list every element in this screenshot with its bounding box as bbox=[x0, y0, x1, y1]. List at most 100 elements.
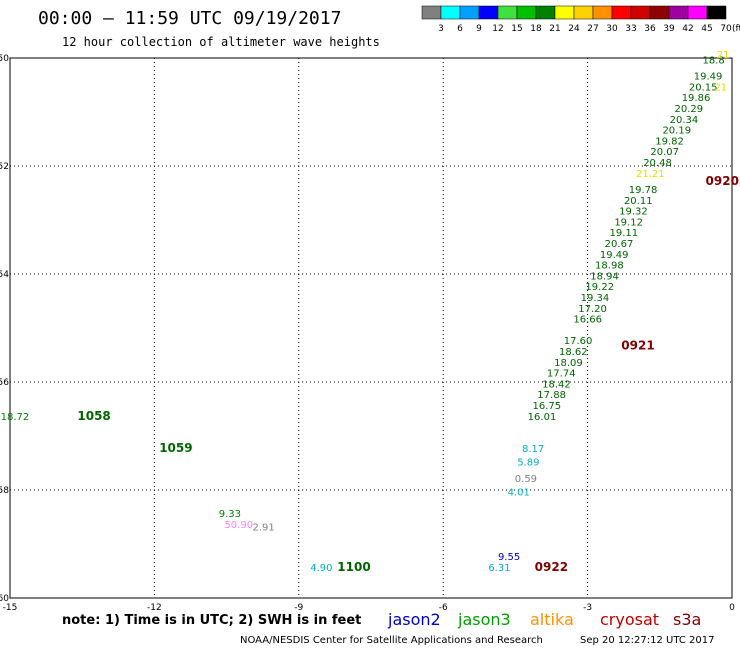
legend-value: 12 bbox=[492, 24, 503, 34]
data-point-label: 0.59 bbox=[515, 474, 537, 485]
data-point-label: 18.8 bbox=[703, 55, 725, 66]
credit-text: NOAA/NESDIS Center for Satellite Applica… bbox=[240, 635, 543, 646]
legend-swatch bbox=[421, 5, 442, 20]
chart-subtitle: 12 hour collection of altimeter wave hei… bbox=[62, 35, 380, 49]
data-point-label: 19.49 bbox=[600, 250, 629, 261]
data-point-label: 16.75 bbox=[532, 401, 561, 412]
legend-swatch bbox=[497, 5, 518, 20]
legend-value: 36 bbox=[644, 24, 656, 34]
legend-swatch bbox=[649, 5, 670, 20]
data-point-label: 20.11 bbox=[624, 196, 653, 207]
y-tick-label: -50 bbox=[0, 54, 9, 64]
legend-swatch bbox=[706, 5, 727, 20]
time-label: 1100 bbox=[337, 560, 370, 574]
data-point-label: 21 bbox=[714, 82, 727, 93]
satellite-name: s3a bbox=[673, 610, 701, 629]
x-tick-label: -6 bbox=[439, 603, 448, 613]
y-tick-label: -54 bbox=[0, 270, 9, 280]
data-point-label: 19.32 bbox=[619, 207, 648, 218]
satellite-legend: jason2 jason3 altika cryosat s3a bbox=[387, 610, 701, 629]
legend-value: 3 bbox=[438, 24, 444, 34]
data-point-label: 18.98 bbox=[595, 261, 624, 272]
x-tick-label: -12 bbox=[147, 603, 162, 613]
data-point-label: 19.11 bbox=[609, 228, 638, 239]
data-point-label: 20.34 bbox=[670, 115, 699, 126]
chart-title: 00:00 — 11:59 UTC 09/19/2017 bbox=[38, 8, 341, 29]
satellite-name: altika bbox=[530, 610, 574, 629]
legend-swatch bbox=[554, 5, 575, 20]
x-tick-label: -15 bbox=[3, 603, 18, 613]
legend-value: 18 bbox=[530, 24, 542, 34]
legend-value: 39 bbox=[663, 24, 675, 34]
data-point-label: 21.21 bbox=[636, 169, 665, 180]
satellite-name: jason2 bbox=[387, 610, 441, 629]
legend-value: 9 bbox=[476, 24, 482, 34]
legend-swatch bbox=[611, 5, 632, 20]
data-point-label: 19.49 bbox=[694, 72, 723, 83]
data-point-label: 18.62 bbox=[559, 347, 588, 358]
data-point-label: 20.15 bbox=[689, 82, 718, 93]
plot-frame bbox=[9, 57, 733, 599]
data-point-label: 20.29 bbox=[674, 104, 703, 115]
satellite-name: cryosat bbox=[600, 610, 659, 629]
x-tick-label: -3 bbox=[583, 603, 592, 613]
y-tick-label: -56 bbox=[0, 378, 9, 388]
legend-value: 21 bbox=[549, 24, 560, 34]
data-point-label: 18.42 bbox=[542, 379, 571, 390]
legend-value: 42 bbox=[682, 24, 693, 34]
legend-swatch bbox=[687, 5, 708, 20]
y-tick-label: -60 bbox=[0, 594, 9, 604]
data-point-label: 19.34 bbox=[581, 293, 610, 304]
legend-value: 27 bbox=[587, 24, 598, 34]
satellite-name: jason3 bbox=[457, 610, 511, 629]
data-point-label: 2.91 bbox=[252, 523, 274, 534]
data-point-label: 16.01 bbox=[528, 412, 557, 423]
legend-swatch bbox=[459, 5, 480, 20]
time-label: 1058 bbox=[77, 409, 110, 423]
data-point-label: 20.07 bbox=[650, 147, 679, 158]
legend-swatch bbox=[573, 5, 594, 20]
legend-swatch bbox=[592, 5, 613, 20]
data-point-label: 17.20 bbox=[578, 304, 607, 315]
legend-value: 33 bbox=[625, 24, 636, 34]
data-point-label: 19.82 bbox=[655, 136, 684, 147]
legend-value: 15 bbox=[511, 24, 522, 34]
data-point-label: 4.01 bbox=[508, 487, 530, 498]
data-point-label: 50.90 bbox=[224, 520, 253, 531]
data-point-label: 21 bbox=[717, 50, 730, 61]
legend-value: 30 bbox=[606, 24, 618, 34]
legend-value: 70 bbox=[720, 24, 732, 34]
data-point-label: 4.90 bbox=[310, 563, 332, 574]
time-label: 0920 bbox=[706, 174, 739, 188]
legend-swatch bbox=[630, 5, 651, 20]
data-point-label: 5.89 bbox=[517, 458, 539, 469]
time-label: 0921 bbox=[621, 339, 654, 353]
data-point-label: 9.55 bbox=[498, 552, 520, 563]
data-point-label: 18.09 bbox=[554, 358, 583, 369]
data-point-label: 19.78 bbox=[629, 185, 658, 196]
data-point-label: 19.12 bbox=[614, 217, 643, 228]
time-label: 0922 bbox=[535, 560, 568, 574]
data-point-label: 8.17 bbox=[522, 444, 544, 455]
y-tick-label: -52 bbox=[0, 162, 9, 172]
legend-swatch bbox=[535, 5, 556, 20]
time-label: 1059 bbox=[159, 441, 192, 455]
data-point-label: 18.94 bbox=[590, 271, 619, 282]
data-point-label: 9.33 bbox=[219, 509, 241, 520]
y-tick-label: -58 bbox=[0, 486, 9, 496]
legend-swatch bbox=[516, 5, 537, 20]
data-point-label: 16.66 bbox=[573, 315, 602, 326]
x-tick-label: 0 bbox=[729, 603, 735, 613]
legend-value: 6 bbox=[457, 24, 463, 34]
legend-value: 45 bbox=[701, 24, 712, 34]
plot-area: -15 -12 -9 -6 -3 0 -50 -52 -54 -56 -58 -60 18.8 19.49… bbox=[0, 50, 739, 613]
legend-value: 24 bbox=[568, 24, 580, 34]
footer-note: note: 1) Time is in UTC; 2) SWH is in fe… bbox=[62, 613, 361, 628]
data-point-label: 19.86 bbox=[682, 93, 711, 104]
data-point-label: 18.72 bbox=[1, 412, 30, 423]
x-tick-label: -9 bbox=[294, 603, 303, 613]
data-point-label: 20.48 bbox=[643, 158, 672, 169]
legend-swatch bbox=[668, 5, 689, 20]
legend-unit: (ft) bbox=[732, 24, 740, 34]
